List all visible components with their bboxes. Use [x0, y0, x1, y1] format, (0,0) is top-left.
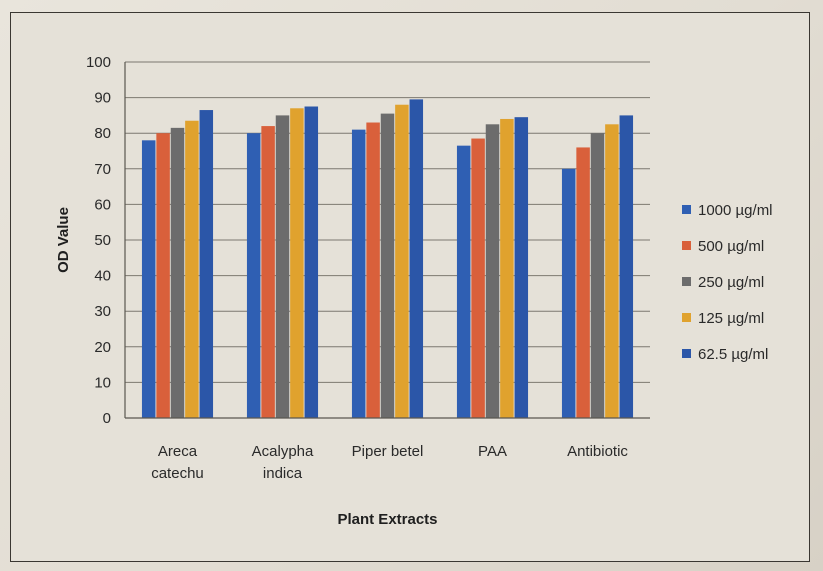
bar — [170, 127, 185, 419]
bar — [576, 147, 590, 418]
x-category-label: Piper betel — [352, 443, 424, 460]
bar — [409, 99, 424, 418]
legend-swatch — [682, 241, 691, 250]
bar — [351, 129, 366, 418]
bar — [304, 106, 319, 418]
bar — [500, 118, 514, 419]
legend-swatch — [682, 277, 691, 286]
legend-label: 1000 µg/ml — [698, 202, 773, 219]
y-tick-label: 30 — [94, 303, 111, 320]
y-tick-label: 90 — [94, 90, 111, 107]
bars — [141, 99, 634, 419]
bar — [561, 168, 576, 418]
bar — [605, 124, 619, 419]
y-tick-label: 60 — [94, 196, 111, 213]
x-category-label: catechu — [151, 465, 204, 482]
x-category-label: Areca — [158, 443, 198, 460]
legend-label: 62.5 µg/ml — [698, 346, 768, 363]
bar — [380, 113, 395, 419]
bar — [290, 108, 304, 418]
y-axis-title: OD Value — [55, 207, 72, 273]
legend-swatch — [682, 313, 691, 322]
x-category-label: PAA — [478, 443, 507, 460]
legend-label: 125 µg/ml — [698, 310, 764, 327]
bar — [199, 110, 214, 418]
legend-label: 250 µg/ml — [698, 274, 764, 291]
bar — [471, 138, 485, 419]
y-tick-labels: 0 10 20 30 40 50 60 70 80 90 100 — [86, 54, 111, 427]
bar — [456, 145, 471, 418]
y-tick-label: 50 — [94, 232, 111, 249]
x-category-label: indica — [263, 465, 303, 482]
bar — [514, 117, 529, 419]
y-tick-label: 0 — [103, 410, 111, 427]
bar — [275, 115, 290, 419]
y-tick-label: 80 — [94, 125, 111, 142]
y-tick-label: 40 — [94, 268, 111, 285]
x-category-label: Acalypha — [252, 443, 314, 460]
legend-label: 500 µg/ml — [698, 238, 764, 255]
legend: 1000 µg/ml 500 µg/ml 250 µg/ml 125 µg/ml 62.… — [682, 202, 773, 363]
x-category-label: Antibiotic — [567, 443, 628, 460]
bar — [590, 133, 605, 418]
bar — [261, 126, 275, 418]
bar — [366, 122, 380, 419]
y-tick-label: 20 — [94, 339, 111, 356]
bar — [395, 104, 409, 418]
y-tick-label: 70 — [94, 161, 111, 178]
x-axis-title: Plant Extracts — [337, 511, 437, 528]
bar — [485, 124, 500, 419]
bar — [185, 120, 199, 419]
legend-swatch — [682, 349, 691, 358]
bar — [156, 133, 170, 418]
y-tick-label: 10 — [94, 374, 111, 391]
y-tick-label: 100 — [86, 54, 111, 71]
bar — [619, 115, 634, 419]
legend-swatch — [682, 205, 691, 214]
x-category-labels: Areca catechu Acalypha indica Piper betel PAA… — [151, 443, 628, 482]
bar — [246, 133, 261, 418]
axes — [124, 62, 650, 419]
bar — [141, 140, 156, 418]
